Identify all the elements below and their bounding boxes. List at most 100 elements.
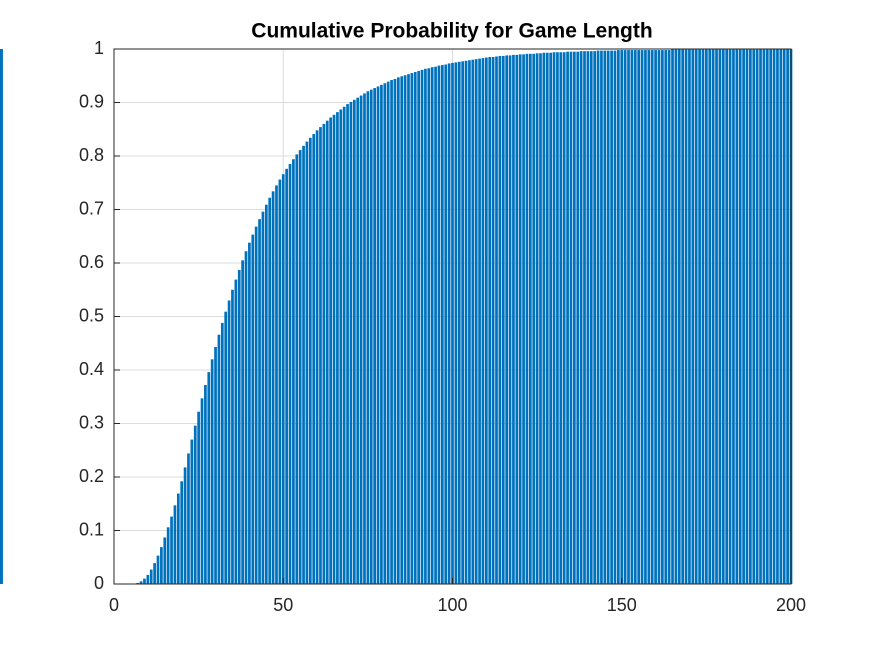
bar bbox=[447, 63, 451, 584]
bar bbox=[573, 51, 576, 585]
bar bbox=[725, 49, 729, 585]
bar bbox=[535, 53, 539, 584]
bar bbox=[275, 185, 278, 585]
bar bbox=[732, 49, 735, 585]
bar bbox=[776, 49, 779, 584]
x-tick-label: 0 bbox=[109, 595, 119, 615]
bar bbox=[359, 95, 363, 585]
bar bbox=[373, 88, 376, 585]
bar bbox=[349, 101, 353, 584]
bar bbox=[325, 120, 329, 584]
bar bbox=[410, 73, 414, 584]
bar bbox=[352, 99, 356, 584]
bar bbox=[600, 50, 603, 585]
bar bbox=[762, 49, 766, 585]
y-tick-label: 0.3 bbox=[79, 412, 104, 432]
bar bbox=[772, 49, 776, 584]
bar bbox=[654, 50, 657, 584]
bar bbox=[542, 52, 546, 585]
bar bbox=[244, 251, 248, 585]
bar bbox=[745, 49, 749, 585]
bar bbox=[210, 359, 214, 584]
y-tick-label: 0.9 bbox=[79, 91, 104, 111]
bars bbox=[0, 49, 793, 585]
chart-title: Cumulative Probability for Game Length bbox=[251, 20, 652, 43]
bar bbox=[430, 67, 434, 584]
bar bbox=[498, 55, 502, 584]
bar bbox=[488, 57, 492, 584]
bar bbox=[278, 179, 282, 585]
bar bbox=[224, 311, 228, 584]
bar bbox=[735, 49, 739, 585]
bar bbox=[271, 191, 275, 584]
bar bbox=[633, 50, 637, 584]
y-tick-label: 0 bbox=[94, 573, 104, 593]
bar bbox=[156, 555, 160, 584]
bar bbox=[522, 54, 525, 585]
bar bbox=[491, 57, 495, 584]
bar bbox=[183, 467, 187, 584]
bar bbox=[153, 563, 156, 584]
bar bbox=[677, 49, 681, 585]
bar bbox=[464, 60, 468, 584]
bar bbox=[501, 55, 505, 584]
bar bbox=[782, 49, 786, 584]
bar bbox=[268, 197, 272, 585]
bar bbox=[552, 52, 556, 584]
bar bbox=[332, 114, 336, 585]
bar bbox=[661, 50, 664, 584]
bar bbox=[295, 154, 299, 584]
bar bbox=[305, 141, 309, 584]
bar bbox=[173, 505, 177, 584]
bar bbox=[200, 398, 204, 584]
bar bbox=[613, 50, 617, 585]
bar bbox=[701, 49, 705, 585]
bar bbox=[684, 49, 688, 585]
bar bbox=[759, 49, 762, 585]
bar bbox=[204, 384, 207, 584]
bar bbox=[583, 51, 586, 584]
bar bbox=[288, 164, 292, 584]
bar bbox=[589, 51, 593, 584]
bar bbox=[393, 78, 397, 585]
bar bbox=[403, 75, 407, 584]
bar bbox=[461, 61, 465, 585]
bar bbox=[664, 50, 668, 584]
bar bbox=[356, 97, 360, 584]
bar bbox=[136, 582, 140, 584]
bar bbox=[457, 61, 461, 584]
bar bbox=[786, 49, 789, 584]
bar bbox=[769, 49, 773, 585]
bar bbox=[630, 50, 634, 584]
bar bbox=[484, 57, 488, 585]
bar bbox=[529, 53, 532, 584]
bar bbox=[474, 59, 478, 585]
bar bbox=[380, 84, 383, 584]
bar bbox=[261, 211, 265, 584]
bar bbox=[227, 300, 231, 584]
bar bbox=[315, 130, 319, 584]
bar bbox=[376, 86, 380, 584]
bar bbox=[454, 62, 458, 584]
bar bbox=[342, 106, 346, 584]
y-tick-label: 1 bbox=[94, 38, 104, 58]
bar bbox=[637, 50, 641, 584]
bar bbox=[559, 52, 563, 584]
bar bbox=[556, 52, 559, 584]
bar bbox=[691, 49, 695, 585]
bar bbox=[292, 159, 295, 584]
bar bbox=[390, 80, 393, 584]
x-tick-label: 100 bbox=[437, 595, 467, 615]
y-tick-label: 0.2 bbox=[79, 466, 104, 486]
bar bbox=[471, 59, 475, 584]
bar bbox=[420, 69, 424, 585]
y-tick-label: 0.6 bbox=[79, 252, 104, 272]
bar bbox=[163, 537, 167, 584]
bar bbox=[346, 104, 349, 584]
bar bbox=[363, 93, 366, 584]
bar bbox=[694, 49, 698, 585]
bar bbox=[451, 62, 454, 585]
bar bbox=[627, 50, 630, 584]
bar bbox=[281, 174, 285, 584]
